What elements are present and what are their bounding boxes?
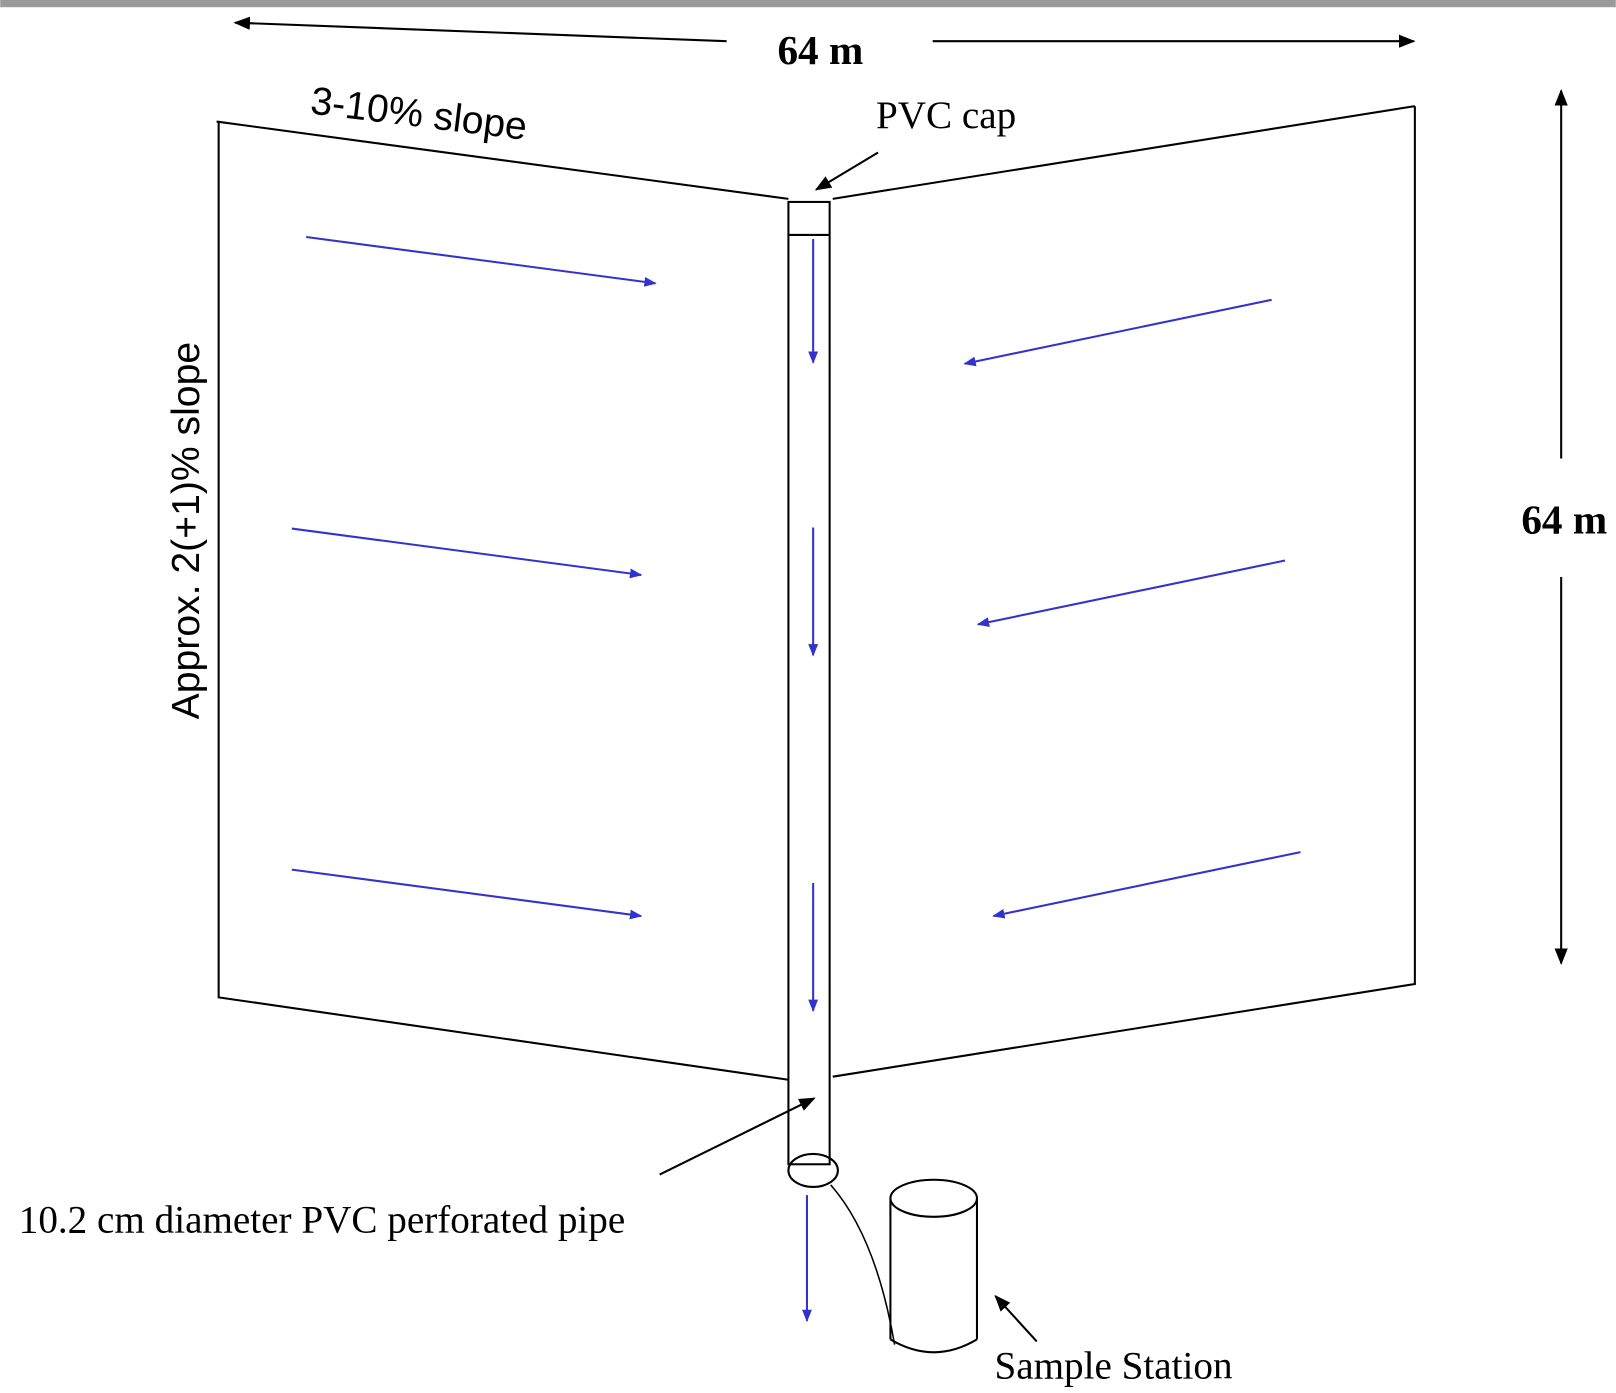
- top-bar: [0, 0, 1616, 8]
- pointer: [659, 1097, 816, 1176]
- cap-label: PVC cap: [876, 94, 1016, 137]
- plots: [216, 105, 1416, 1354]
- pointer: [994, 1294, 1038, 1343]
- station-label: Sample Station: [994, 1345, 1232, 1388]
- pipe-end: [787, 1152, 839, 1188]
- station-top: [889, 1178, 979, 1218]
- pipe-label: 10.2 cm diameter PVC perforated pipe: [19, 1198, 626, 1241]
- flow-arrow: [992, 851, 1301, 919]
- pointer: [814, 151, 879, 191]
- dim-arrow: [233, 16, 727, 43]
- flow-arrow: [291, 527, 643, 579]
- length-label: 64 m: [1521, 497, 1607, 543]
- width-label: 64 m: [777, 27, 863, 73]
- pipe: [787, 200, 831, 1166]
- flow-arrow: [291, 868, 643, 920]
- flow-arrow: [976, 559, 1286, 627]
- flow-arrow: [306, 235, 657, 287]
- flow-arrow: [963, 298, 1272, 367]
- left-plot: [216, 120, 789, 1081]
- flow-arrows: [291, 235, 1301, 1323]
- station-body: [889, 1198, 979, 1354]
- hose: [830, 1184, 896, 1345]
- right-plot: [832, 105, 1416, 1078]
- down-slope-label: Approx. 2(+1)% slope: [165, 342, 208, 719]
- dimension-arrows: [233, 16, 1568, 1343]
